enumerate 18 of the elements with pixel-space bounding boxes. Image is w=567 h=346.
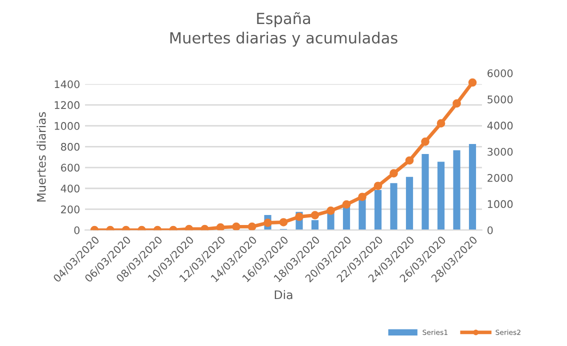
y2-tick-label: 6000 [488,69,513,78]
chart-title: España Muertes diarias y acumuladas [170,12,398,47]
y2-tick-label: 0 [488,226,493,234]
y-tick-label: 200 [61,205,80,214]
y2-tick-label: 4000 [487,122,513,130]
y-tick-label: 1000 [54,122,80,130]
y-axis-title: Muertes diarias [36,112,46,202]
x-axis-title: Dia [274,290,292,300]
y-tick-label: 1400 [54,80,80,88]
y-tick-label: 400 [60,184,80,192]
y-tick-label: 1200 [54,101,80,110]
y2-tick-label: 3000 [488,148,513,156]
y-tick-label: 800 [61,142,80,151]
y-tick-label: 0 [74,226,80,234]
y2-tick-label: 2000 [488,174,513,182]
y-tick-label: 600 [61,164,80,172]
y2-tick-label: 5000 [488,95,513,104]
y2-tick-label: 1000 [488,200,513,208]
